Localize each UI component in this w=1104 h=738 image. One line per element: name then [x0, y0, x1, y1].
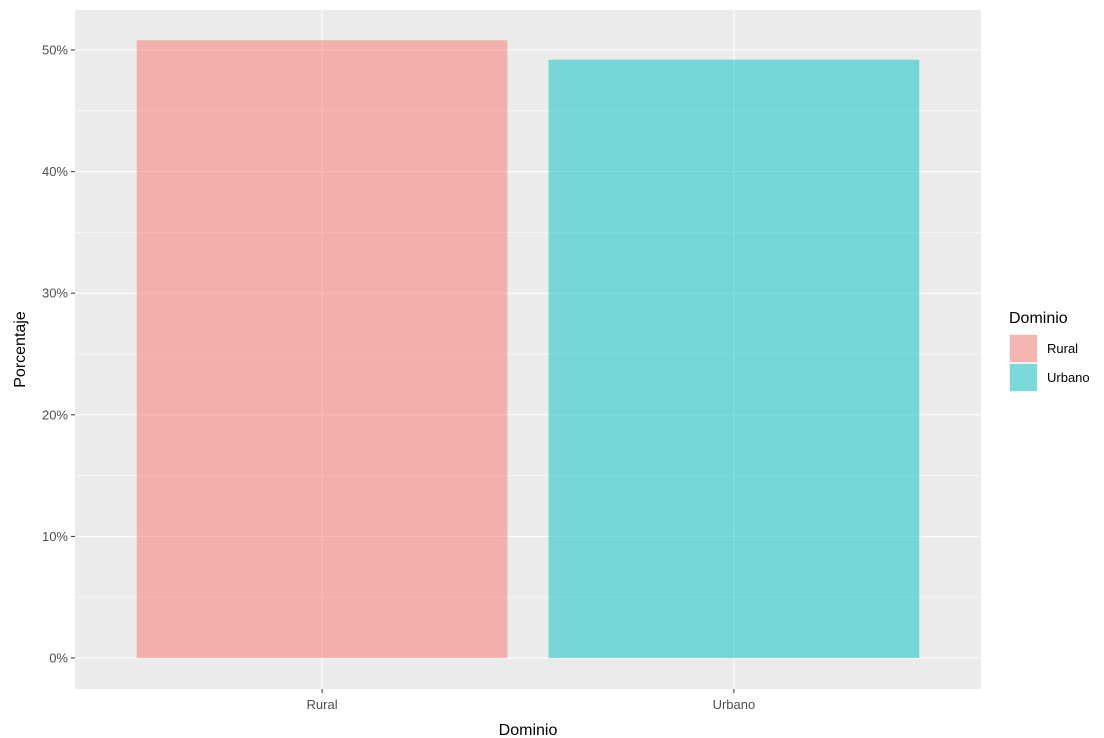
legend-label-urbano: Urbano: [1047, 370, 1090, 385]
x-tick-label: Urbano: [713, 697, 756, 712]
y-axis-title: Porcentaje: [12, 311, 29, 388]
x-axis-title: Dominio: [499, 722, 558, 738]
y-tick-label: 30%: [42, 286, 68, 301]
y-tick-label: 50%: [42, 43, 68, 58]
legend: Dominio Rural Urbano: [1009, 310, 1090, 392]
bar-rural: [136, 40, 508, 659]
y-tick-label: 20%: [42, 407, 68, 422]
legend-key-urbano: [1010, 364, 1037, 391]
legend-key-rural: [1010, 335, 1037, 362]
x-tick-label: Rural: [307, 697, 338, 712]
bar-urbano: [548, 59, 920, 658]
y-tick-label: 40%: [42, 164, 68, 179]
legend-title: Dominio: [1009, 310, 1068, 327]
bars: [136, 40, 920, 659]
y-tick-label: 10%: [42, 529, 68, 544]
x-axis: Rural Urbano: [307, 689, 756, 712]
y-tick-label: 0%: [49, 651, 68, 666]
legend-label-rural: Rural: [1047, 341, 1078, 356]
y-axis: 0% 10% 20% 30% 40% 50%: [42, 43, 75, 666]
